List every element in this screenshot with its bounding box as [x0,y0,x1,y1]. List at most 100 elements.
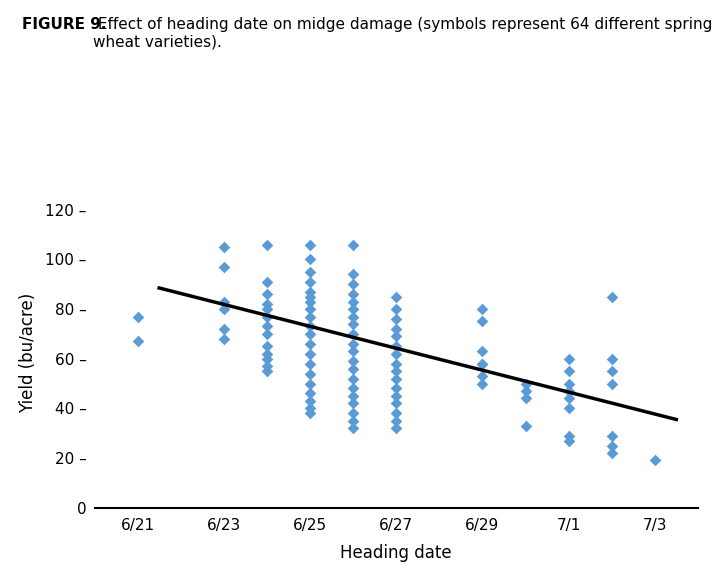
Point [304,267,316,276]
Point [304,297,316,306]
Point [348,399,359,408]
Point [304,277,316,287]
Point [477,317,489,326]
Point [304,404,316,413]
Point [348,340,359,349]
Point [390,399,402,408]
Point [304,340,316,349]
Point [390,349,402,358]
Point [390,374,402,383]
Point [649,456,661,465]
Point [261,329,273,338]
Point [348,297,359,306]
Point [348,240,359,249]
Point [304,322,316,331]
Point [390,409,402,418]
Point [261,290,273,299]
Point [261,299,273,309]
Point [304,292,316,301]
Point [563,379,574,388]
X-axis label: Heading date: Heading date [340,544,452,562]
Point [606,367,617,376]
Point [348,416,359,425]
Point [520,386,531,395]
Point [477,359,489,368]
Point [390,332,402,341]
Point [348,305,359,314]
Point [477,305,489,314]
Point [348,312,359,321]
Point [261,312,273,321]
Point [390,324,402,333]
Point [261,322,273,331]
Point [348,347,359,356]
Point [261,367,273,376]
Point [304,409,316,418]
Point [390,384,402,393]
Point [563,431,574,440]
Point [390,292,402,301]
Point [348,280,359,289]
Point [390,424,402,433]
Point [261,305,273,314]
Point [477,359,489,368]
Point [218,243,230,252]
Point [261,354,273,363]
Point [304,349,316,358]
Point [390,416,402,425]
Point [304,287,316,296]
Point [304,396,316,406]
Point [606,448,617,457]
Point [390,359,402,368]
Point [348,319,359,328]
Point [218,297,230,306]
Point [304,329,316,338]
Point [348,290,359,299]
Point [348,270,359,279]
Point [132,337,143,346]
Point [563,386,574,395]
Point [390,315,402,324]
Point [477,347,489,356]
Point [563,354,574,363]
Point [477,372,489,381]
Point [348,409,359,418]
Point [304,379,316,388]
Text: FIGURE 9.: FIGURE 9. [22,17,106,32]
Point [348,329,359,338]
Point [304,359,316,368]
Point [304,369,316,378]
Point [304,240,316,249]
Point [132,312,143,321]
Point [348,356,359,365]
Point [606,431,617,440]
Point [304,312,316,321]
Point [390,391,402,400]
Point [563,394,574,403]
Point [563,367,574,376]
Point [218,334,230,343]
Point [520,394,531,403]
Y-axis label: Yield (bu/acre): Yield (bu/acre) [19,292,37,413]
Point [390,305,402,314]
Point [261,240,273,249]
Point [218,305,230,314]
Point [304,305,316,314]
Point [348,384,359,393]
Point [563,404,574,413]
Point [261,349,273,358]
Point [520,379,531,388]
Point [261,342,273,351]
Point [348,391,359,400]
Point [218,324,230,333]
Point [606,441,617,450]
Point [261,277,273,287]
Point [390,367,402,376]
Point [606,292,617,301]
Point [348,424,359,433]
Point [563,436,574,445]
Point [218,262,230,271]
Point [304,389,316,398]
Point [261,362,273,371]
Point [304,255,316,264]
